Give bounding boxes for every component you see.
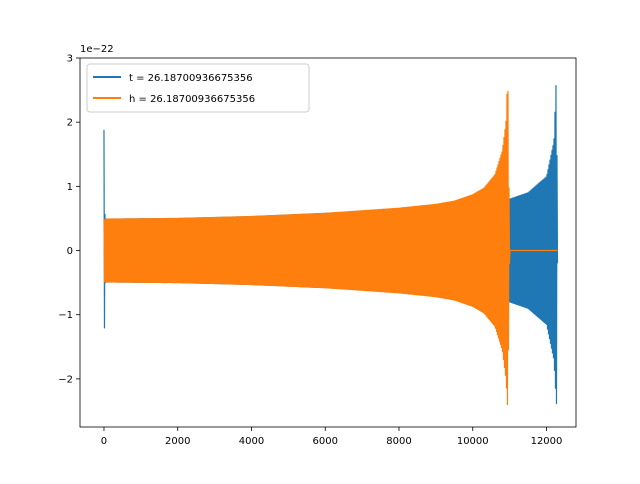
x-tick-label: 10000: [457, 436, 489, 447]
series-line-1: [103, 90, 558, 406]
y-axis: −2 −1 0 1 2 3: [58, 54, 80, 385]
y-tick-label: 0: [67, 246, 73, 257]
x-tick-label: 12000: [531, 436, 563, 447]
x-tick-label: 8000: [386, 436, 411, 447]
x-tick-label: 2000: [165, 436, 190, 447]
legend-label: t = 26.18700936675356: [129, 73, 253, 84]
y-offset-label: 1e−22: [80, 44, 114, 55]
axes-frame: [79, 57, 577, 428]
legend-box: [86, 63, 310, 113]
series-layer: [103, 85, 559, 406]
legend-label: h = 26.18700936675356: [129, 94, 255, 105]
x-tick-label: 0: [101, 436, 107, 447]
x-tick-label: 4000: [239, 436, 264, 447]
y-tick-label: 1: [67, 182, 73, 193]
x-axis: 0 2000 4000 6000 8000 10000 12000: [101, 427, 563, 447]
legend[interactable]: t = 26.18700936675356 h = 26.187009366753…: [86, 63, 310, 113]
y-tick-label: 2: [67, 118, 73, 129]
x-tick-label: 6000: [313, 436, 338, 447]
y-tick-label: −2: [58, 374, 73, 385]
y-tick-label: 3: [67, 54, 73, 65]
y-tick-label: −1: [58, 310, 73, 321]
